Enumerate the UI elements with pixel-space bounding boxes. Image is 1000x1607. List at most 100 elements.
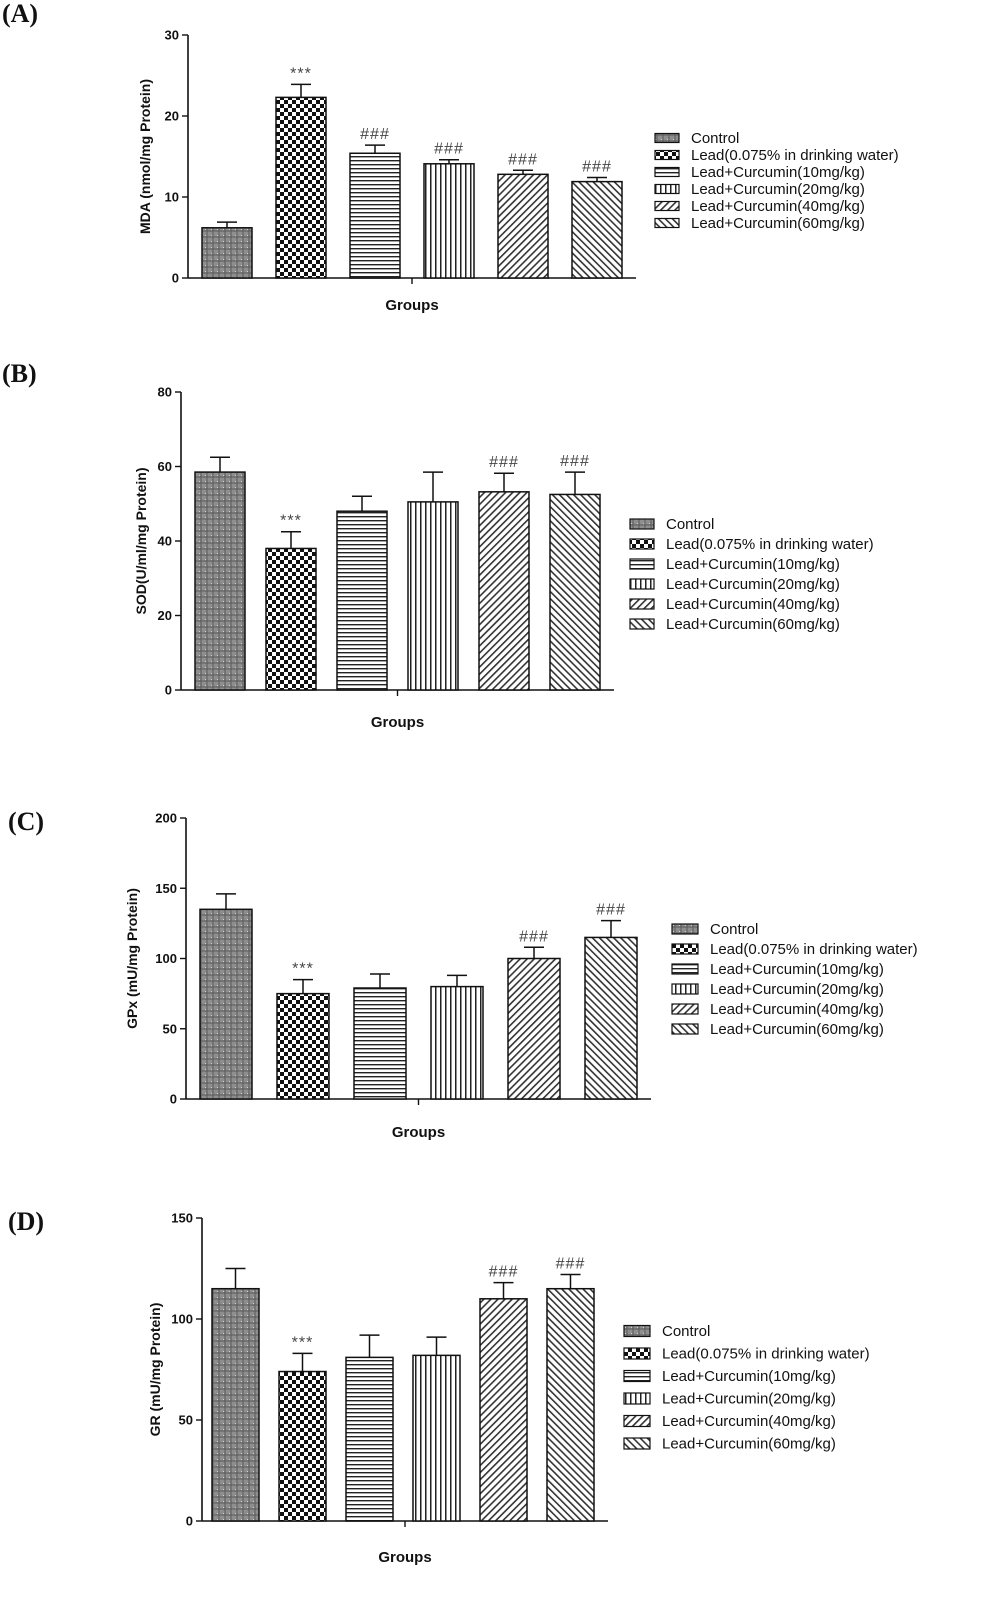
panel-d-gr: (D) 0 50 100 150 Groups GR (mU/mg Protein) *** #… xyxy=(8,1207,870,1566)
significance-label: ### xyxy=(360,126,390,143)
bar xyxy=(349,152,401,279)
legend-label: Lead+Curcumin(10mg/kg) xyxy=(710,961,884,978)
legend-label: Lead+Curcumin(60mg/kg) xyxy=(691,215,865,232)
bar xyxy=(423,163,475,279)
y-tick-label: 20 xyxy=(165,109,179,124)
legend-label: Lead+Curcumin(10mg/kg) xyxy=(662,1368,836,1385)
panel-label: (B) xyxy=(2,359,37,388)
y-tick-label: 0 xyxy=(172,271,179,286)
significance-label: ### xyxy=(560,453,590,470)
legend-label: Lead+Curcumin(40mg/kg) xyxy=(691,198,865,215)
bar xyxy=(201,227,253,279)
legend-label: Lead+Curcumin(40mg/kg) xyxy=(662,1413,836,1430)
legend-swatch xyxy=(654,217,680,229)
legend-swatch xyxy=(629,598,655,610)
significance-label: ### xyxy=(556,1256,586,1273)
legend-swatch xyxy=(629,618,655,630)
bar xyxy=(278,1370,327,1522)
bar xyxy=(353,987,407,1100)
legend-label: Lead+Curcumin(60mg/kg) xyxy=(666,616,840,633)
y-tick-label: 100 xyxy=(155,951,177,966)
legend-swatch xyxy=(671,1023,699,1035)
significance-label: *** xyxy=(280,513,302,530)
significance-label: ### xyxy=(489,454,519,471)
panel-c-gpx: (C) 0 50 100 150 200 Groups GPx (mU/mg Protein)… xyxy=(8,807,918,1141)
bar xyxy=(336,510,388,691)
legend-label: Lead+Curcumin(20mg/kg) xyxy=(666,576,840,593)
y-tick-label: 20 xyxy=(158,608,172,623)
bar xyxy=(479,1298,528,1522)
bar xyxy=(265,547,317,691)
x-axis-title: Groups xyxy=(385,297,438,314)
y-tick-label: 0 xyxy=(170,1092,177,1107)
bar xyxy=(507,957,561,1100)
bar xyxy=(412,1354,461,1522)
y-tick-label: 100 xyxy=(171,1312,193,1327)
legend-label: Lead+Curcumin(10mg/kg) xyxy=(691,164,865,181)
y-tick-label: 40 xyxy=(158,534,172,549)
legend-label: Lead+Curcumin(20mg/kg) xyxy=(691,181,865,198)
panel-b-sod: (B) 0 20 40 60 80 Groups SOD(U/ml/mg Protein) **… xyxy=(2,359,874,731)
legend-swatch xyxy=(629,558,655,570)
panel-label: (C) xyxy=(8,807,44,836)
significance-label: ### xyxy=(596,902,626,919)
legend-swatch xyxy=(654,149,680,161)
y-axis-title: MDA (nmol/mg Protein) xyxy=(137,79,153,234)
legend-swatch xyxy=(623,1369,651,1383)
y-tick-label: 150 xyxy=(171,1211,193,1226)
y-axis-title: SOD(U/ml/mg Protein) xyxy=(133,467,149,614)
panel-label: (D) xyxy=(8,1207,44,1236)
legend-swatch xyxy=(671,963,699,975)
legend-swatch xyxy=(629,518,655,530)
significance-label: ### xyxy=(489,1264,519,1281)
legend-swatch xyxy=(671,943,699,955)
legend-swatch xyxy=(671,923,699,935)
panel-a-mda: (A) 0 10 20 30 Groups MDA (nmol/mg Protein) ***… xyxy=(2,0,899,314)
legend-label: Lead(0.075% in drinking water) xyxy=(691,147,899,164)
significance-label: *** xyxy=(292,1334,314,1351)
legend-label: Lead+Curcumin(20mg/kg) xyxy=(662,1391,836,1408)
y-axis-title: GR (mU/mg Protein) xyxy=(147,1303,163,1437)
legend-swatch xyxy=(623,1437,651,1450)
legend-label: Lead+Curcumin(10mg/kg) xyxy=(666,556,840,573)
significance-label: *** xyxy=(292,961,314,978)
panel-label: (A) xyxy=(2,0,38,28)
y-tick-label: 10 xyxy=(165,190,179,205)
bar xyxy=(407,501,459,691)
legend-label: Lead+Curcumin(40mg/kg) xyxy=(666,596,840,613)
bar xyxy=(584,936,638,1100)
x-axis-title: Groups xyxy=(371,714,424,731)
legend-label: Lead(0.075% in drinking water) xyxy=(666,536,874,553)
bar xyxy=(199,908,253,1100)
legend-label: Control xyxy=(691,130,739,147)
bar xyxy=(571,180,623,279)
legend-swatch xyxy=(671,983,699,995)
legend-label: Lead(0.075% in drinking water) xyxy=(662,1346,870,1363)
legend-swatch xyxy=(654,200,680,212)
y-tick-label: 150 xyxy=(155,881,177,896)
bar xyxy=(275,96,327,279)
x-axis-title: Groups xyxy=(378,1549,431,1566)
significance-label: ### xyxy=(434,141,464,158)
y-tick-label: 0 xyxy=(186,1514,193,1529)
bar xyxy=(276,992,330,1100)
bar xyxy=(211,1287,260,1522)
legend-label: Lead(0.075% in drinking water) xyxy=(710,941,918,958)
legend-swatch xyxy=(654,132,680,144)
bar xyxy=(549,493,601,691)
legend-swatch xyxy=(654,183,680,195)
bar xyxy=(478,491,530,691)
legend-swatch xyxy=(623,1347,651,1360)
y-axis-title: GPx (mU/mg Protein) xyxy=(124,888,140,1029)
legend-swatch xyxy=(654,166,680,178)
significance-label: ### xyxy=(582,159,612,176)
legend-swatch xyxy=(623,1414,651,1428)
bar xyxy=(345,1356,394,1522)
y-tick-label: 50 xyxy=(163,1021,177,1036)
significance-label: ### xyxy=(519,928,549,945)
y-tick-label: 200 xyxy=(155,811,177,826)
legend-swatch xyxy=(623,1392,651,1405)
legend-swatch xyxy=(629,538,655,550)
